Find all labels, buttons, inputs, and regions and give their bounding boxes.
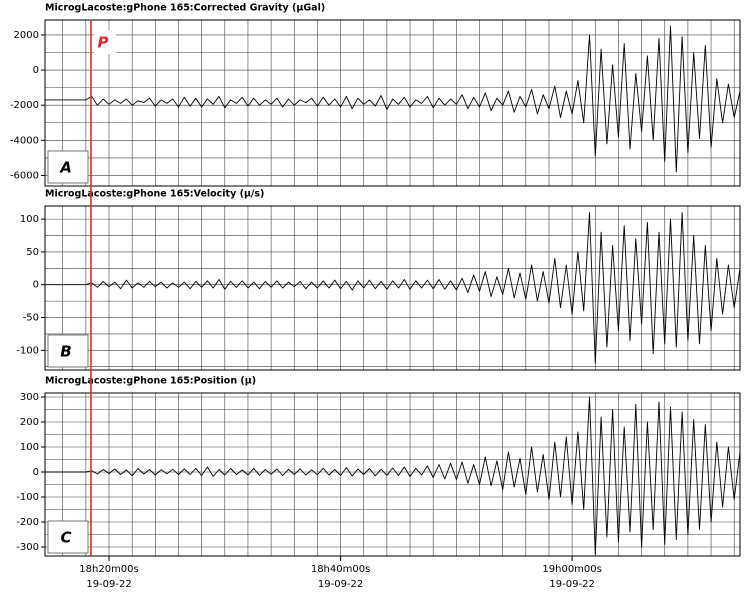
y-tick-label: -50 [23,313,39,324]
panel-frame [44,392,741,557]
y-tick-label: -100 [16,345,39,356]
plot-area [45,206,740,370]
panel-title: MicrogLacoste:gPhone 165:Velocity (µ/s) [45,189,264,200]
y-tick-label: -200 [16,517,39,528]
y-tick-label: -6000 [10,170,39,181]
panel-label: B [60,343,71,361]
y-tick-label: 50 [26,247,39,258]
x-date-label: 19-09-22 [318,579,363,590]
p-label: P [97,34,108,52]
plot-area [45,20,740,186]
panel-label-box [47,334,89,368]
p-label-box [93,30,116,54]
panel-title: MicrogLacoste:gPhone 165:Position (µ) [45,376,256,387]
y-tick-label: 300 [20,392,39,403]
panel-label-box [47,150,89,184]
x-tick-label: 19h00m00s [542,564,601,575]
y-tick-label: -4000 [10,135,39,146]
y-tick-label: 100 [20,442,39,453]
y-tick-label: 100 [20,214,39,225]
panel-frame [44,205,741,371]
x-date-label: 19-09-22 [86,579,131,590]
x-tick-label: 18h40m00s [311,564,370,575]
trace [45,25,741,173]
panel-frame [44,19,741,187]
y-tick-label: 0 [33,467,39,478]
y-tick-label: -100 [16,492,39,503]
plot-area [45,393,740,556]
y-tick-label: 2000 [14,30,39,41]
y-tick-label: 0 [33,65,39,76]
x-tick-label: 18h20m00s [79,564,138,575]
panel-label: C [60,529,71,547]
panel-label: A [59,159,72,177]
trace [45,396,741,555]
y-tick-label: -2000 [10,100,39,111]
y-tick-label: 0 [33,280,39,291]
x-date-label: 19-09-22 [549,579,594,590]
trace [45,212,741,364]
y-tick-label: -300 [16,542,39,553]
panel-title: MicrogLacoste:gPhone 165:Corrected Gravi… [45,3,325,14]
panel-label-box [47,520,89,554]
y-tick-label: 200 [20,417,39,428]
